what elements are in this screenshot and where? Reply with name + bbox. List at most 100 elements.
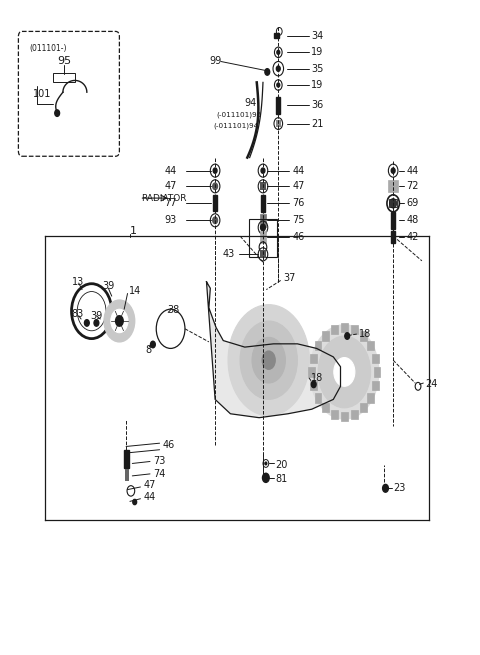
- Circle shape: [160, 314, 181, 343]
- Bar: [372, 381, 379, 390]
- Text: 44: 44: [165, 166, 177, 176]
- Text: 44: 44: [407, 166, 419, 176]
- Circle shape: [228, 305, 310, 416]
- Bar: [360, 403, 367, 413]
- Text: 81: 81: [276, 474, 288, 484]
- Text: 19: 19: [311, 80, 323, 90]
- Circle shape: [262, 350, 276, 370]
- Text: 46: 46: [162, 440, 175, 450]
- Bar: [310, 381, 317, 390]
- Text: 77: 77: [164, 198, 177, 208]
- Bar: [367, 341, 374, 350]
- Circle shape: [104, 300, 135, 342]
- Text: 43: 43: [223, 250, 235, 259]
- Bar: [341, 323, 348, 332]
- Text: 83: 83: [72, 309, 84, 320]
- Bar: [389, 198, 397, 207]
- Text: 18: 18: [359, 329, 371, 339]
- Circle shape: [383, 484, 388, 492]
- Bar: [260, 231, 266, 242]
- Text: 34: 34: [311, 31, 323, 41]
- Text: 47: 47: [144, 480, 156, 490]
- Circle shape: [276, 66, 280, 71]
- Text: 18: 18: [311, 373, 323, 383]
- Bar: [53, 73, 75, 83]
- Bar: [315, 394, 321, 403]
- Text: 14: 14: [129, 286, 141, 296]
- Circle shape: [151, 341, 156, 348]
- Text: RADIATOR: RADIATOR: [141, 194, 186, 202]
- Text: (-011101)94: (-011101)94: [213, 123, 258, 130]
- Circle shape: [84, 320, 89, 326]
- Bar: [351, 409, 358, 419]
- Bar: [322, 403, 328, 413]
- Text: 73: 73: [153, 457, 165, 466]
- Bar: [388, 180, 398, 192]
- Polygon shape: [206, 282, 340, 418]
- Bar: [367, 394, 374, 403]
- Circle shape: [111, 309, 128, 333]
- Bar: [275, 33, 279, 38]
- Circle shape: [240, 321, 298, 400]
- Text: 44: 44: [293, 166, 305, 176]
- Circle shape: [261, 224, 265, 231]
- Text: 8: 8: [146, 345, 152, 356]
- Bar: [276, 121, 281, 127]
- Text: 23: 23: [393, 483, 406, 493]
- Bar: [322, 331, 328, 341]
- Text: 13: 13: [72, 277, 84, 287]
- Text: 69: 69: [407, 198, 419, 208]
- Bar: [261, 195, 265, 212]
- Bar: [391, 231, 395, 243]
- Bar: [260, 214, 266, 227]
- Text: 47: 47: [165, 181, 177, 191]
- Text: 76: 76: [293, 198, 305, 208]
- Text: (-011101)95: (-011101)95: [216, 112, 261, 119]
- Text: 39: 39: [103, 281, 115, 291]
- Text: 99: 99: [209, 56, 221, 66]
- Circle shape: [252, 337, 286, 383]
- Circle shape: [318, 336, 371, 408]
- Circle shape: [277, 50, 280, 54]
- Text: 46: 46: [293, 233, 305, 242]
- Bar: [391, 212, 395, 229]
- Circle shape: [310, 325, 379, 419]
- Circle shape: [265, 69, 270, 75]
- Bar: [315, 341, 321, 350]
- Text: 74: 74: [153, 469, 165, 479]
- Circle shape: [55, 110, 60, 117]
- Bar: [249, 219, 277, 257]
- Bar: [360, 331, 367, 341]
- Circle shape: [213, 217, 217, 223]
- Circle shape: [133, 499, 137, 504]
- Circle shape: [390, 198, 396, 208]
- Text: 72: 72: [407, 181, 419, 191]
- Circle shape: [213, 183, 217, 189]
- Circle shape: [261, 168, 265, 174]
- Circle shape: [312, 381, 316, 388]
- Text: 19: 19: [311, 47, 323, 58]
- Circle shape: [77, 291, 106, 331]
- Bar: [260, 182, 266, 190]
- Bar: [124, 450, 130, 468]
- Text: 93: 93: [165, 215, 177, 225]
- Bar: [260, 250, 266, 258]
- Bar: [310, 354, 317, 363]
- Text: 101: 101: [33, 88, 52, 98]
- Text: 1: 1: [130, 226, 137, 236]
- Text: 44: 44: [144, 492, 156, 502]
- Circle shape: [265, 462, 267, 465]
- Circle shape: [391, 168, 395, 174]
- Text: 42: 42: [407, 233, 419, 242]
- Bar: [276, 97, 280, 114]
- Text: 36: 36: [311, 100, 323, 110]
- Text: 75: 75: [293, 215, 305, 225]
- Circle shape: [277, 83, 280, 87]
- Text: 37: 37: [283, 274, 296, 284]
- Bar: [373, 367, 380, 377]
- Text: 21: 21: [311, 119, 323, 128]
- Text: 95: 95: [57, 56, 72, 66]
- Circle shape: [345, 333, 349, 339]
- Text: 38: 38: [167, 305, 180, 315]
- Circle shape: [334, 358, 355, 386]
